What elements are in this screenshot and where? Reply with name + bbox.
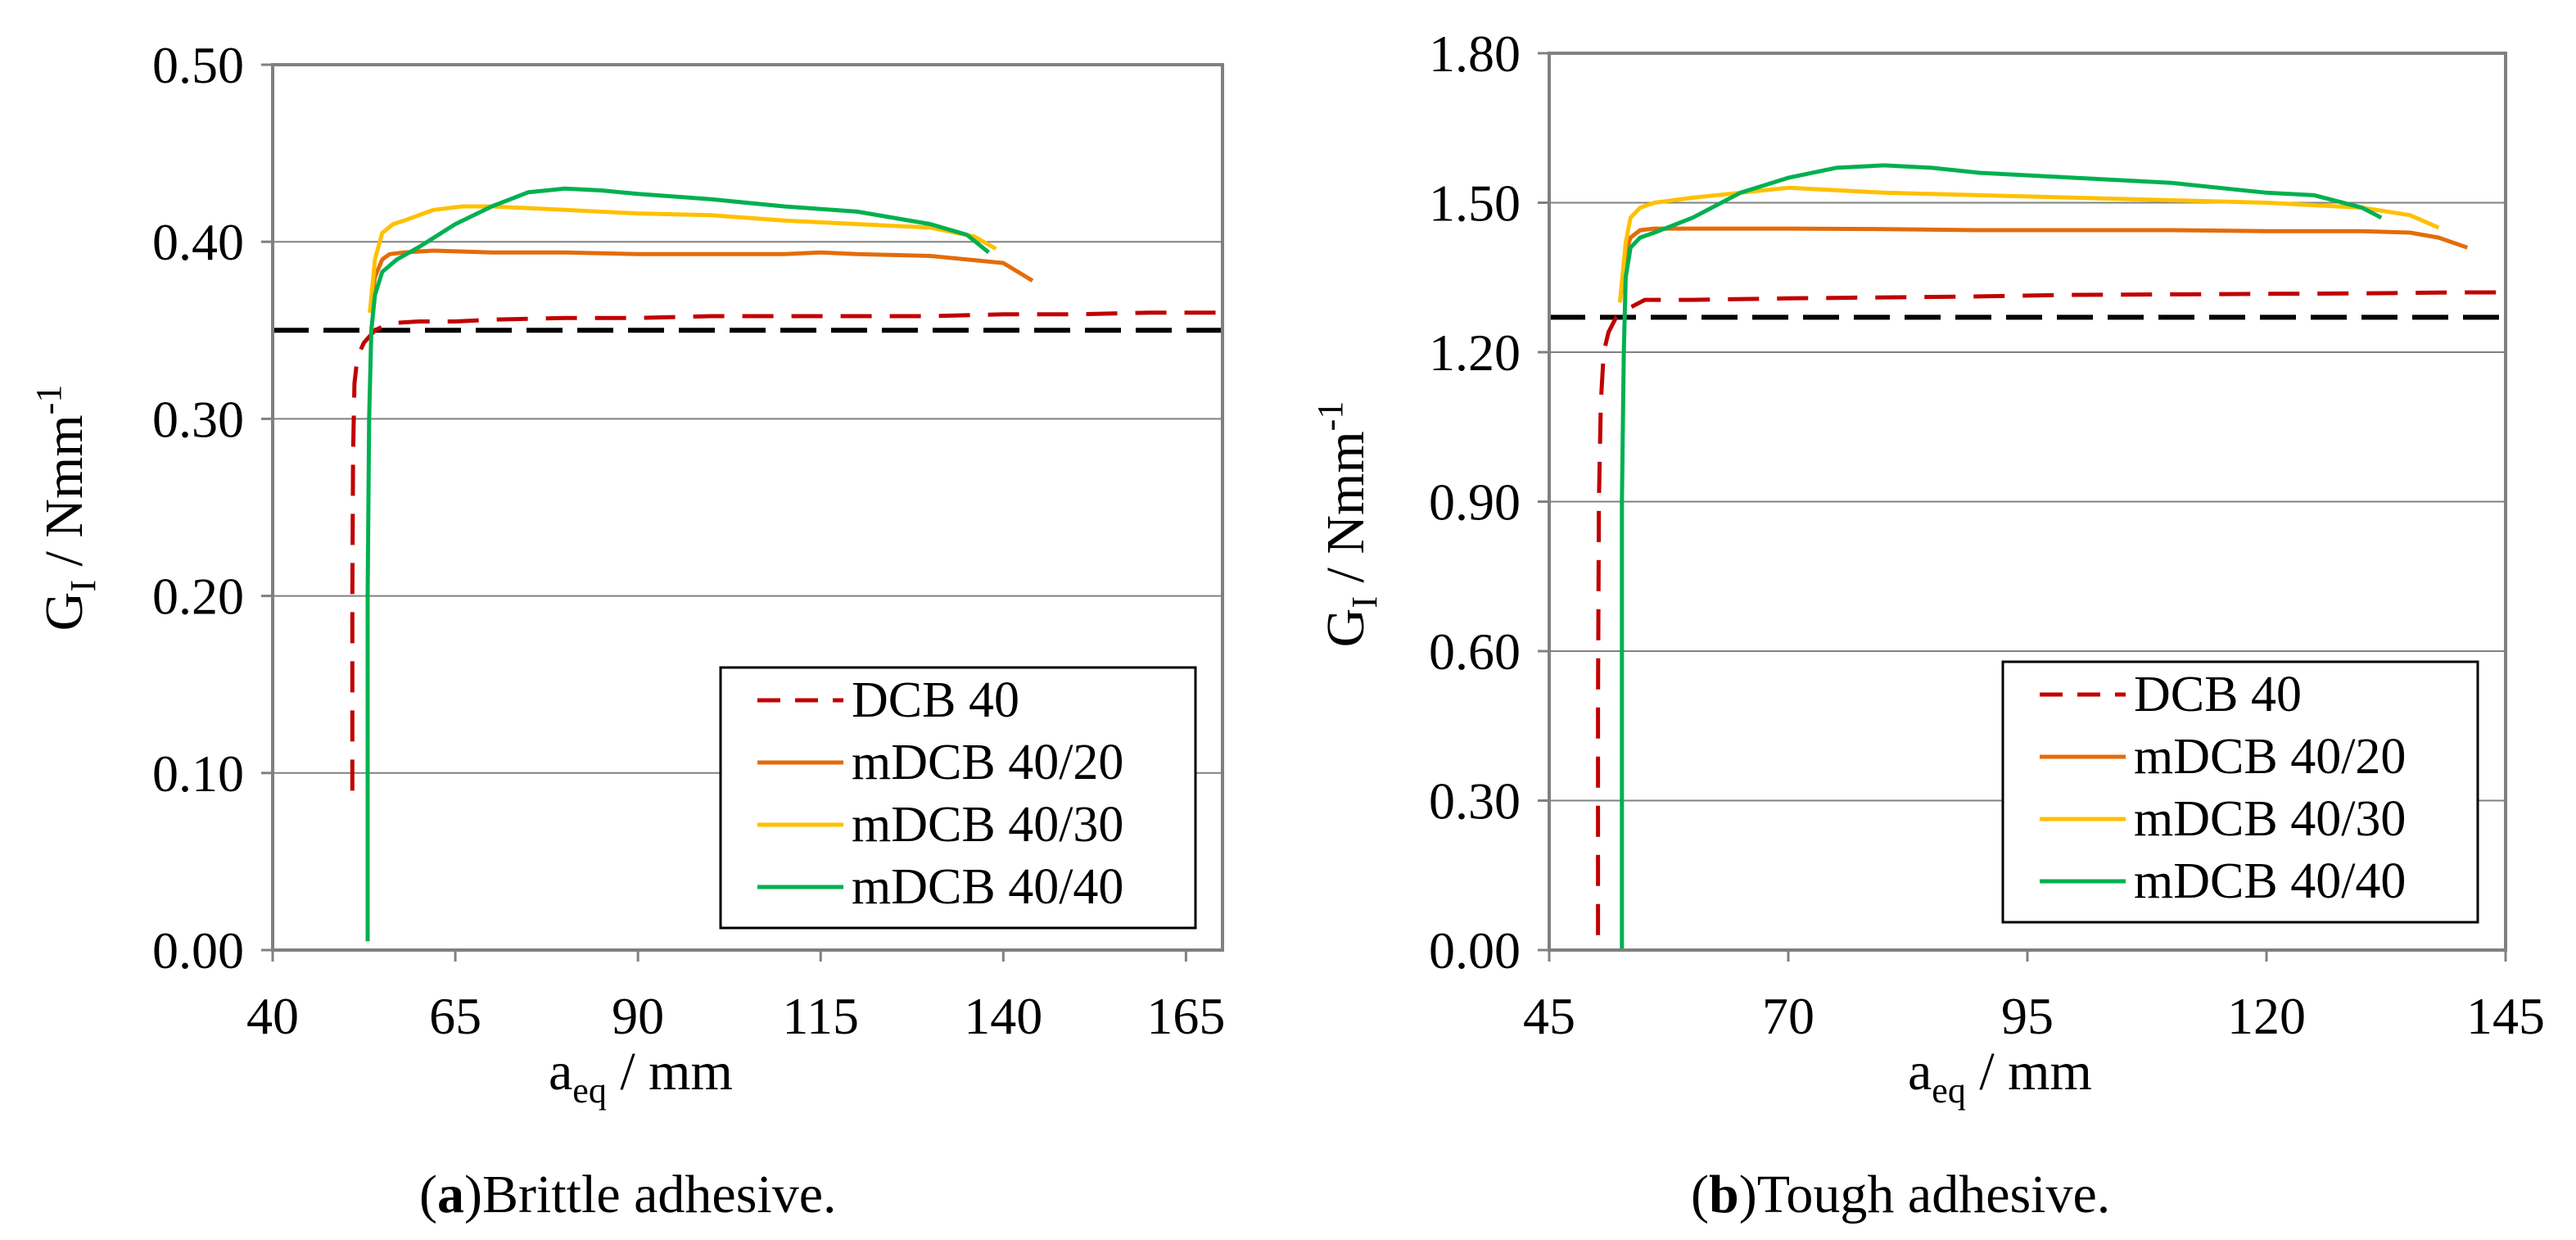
legend: DCB 40 mDCB 40/20 mDCB 40/30 mDCB 40/40 <box>719 666 1197 930</box>
y-tick-label: 0.40 <box>152 213 244 271</box>
y-tick-label: 0.90 <box>1429 473 1521 532</box>
series-line-mdcb30 <box>1617 185 2440 303</box>
y-tick-label: 0.00 <box>1429 921 1521 980</box>
plot-frame <box>271 63 1224 952</box>
x-tick-label: 40 <box>246 987 299 1045</box>
series-line-mdcb30 <box>368 204 997 313</box>
caption-paren-close: ) <box>464 1165 482 1224</box>
legend-label-mdcb20: mDCB 40/20 <box>852 735 1123 790</box>
chart-panel-a: 0.00 0.10 0.20 0.30 0.40 0.50 40 65 90 115 140 165… <box>0 0 1290 1240</box>
y-tick-label: 0.10 <box>152 744 244 803</box>
series-line-mdcb40 <box>1620 163 2383 950</box>
x-tick-label: 140 <box>964 987 1042 1045</box>
caption-letter: a <box>437 1165 464 1224</box>
chart-panel-b: 0.00 0.30 0.60 0.90 1.20 1.50 1.80 45 70 95 120 14… <box>1310 25 2545 1224</box>
y-axis-label-unit: / Nmm <box>34 414 94 580</box>
y-tick-label: 1.50 <box>1429 174 1521 233</box>
x-axis-label-unit: / mm <box>607 1042 733 1102</box>
legend-items: DCB 40 mDCB 40/20 mDCB 40/30 mDCB 40/40 <box>2040 667 2406 909</box>
y-tick-label: 0.50 <box>152 36 244 94</box>
y-axis-label-unit: / Nmm <box>1316 431 1376 596</box>
panel-background <box>0 0 1290 1240</box>
caption: (a)Brittle adhesive. <box>419 1165 837 1224</box>
caption-paren-close: ) <box>1739 1165 1757 1224</box>
y-tick-labels: 0.00 0.10 0.20 0.30 0.40 0.50 <box>152 36 273 980</box>
legend-label-mdcb30: mDCB 40/30 <box>852 797 1123 853</box>
caption-text: Brittle adhesive. <box>482 1165 837 1224</box>
y-axis-label-main: G <box>34 592 94 631</box>
y-axis-label-main: G <box>1316 609 1376 648</box>
x-tick-label: 95 <box>2001 987 2054 1045</box>
y-axis-label: GI / Nmm-1 <box>1310 401 1385 648</box>
caption: (b)Tough adhesive. <box>1691 1165 2110 1224</box>
data-layer <box>1549 163 2506 950</box>
y-axis-label-sub: I <box>1344 596 1385 609</box>
legend-box <box>719 666 1197 930</box>
legend: DCB 40 mDCB 40/20 mDCB 40/30 mDCB 40/40 <box>2001 660 2479 924</box>
x-axis-label: aeq / mm <box>1908 1042 2092 1111</box>
x-axis-label-main: a <box>549 1042 572 1102</box>
x-tick-labels: 45 70 95 120 145 <box>1523 950 2545 1045</box>
legend-label-dcb: DCB 40 <box>2134 667 2302 722</box>
series-line-dcb <box>1596 290 2506 935</box>
x-axis-label-unit: / mm <box>1966 1042 2092 1102</box>
legend-label-mdcb40: mDCB 40/40 <box>2134 853 2406 909</box>
x-tick-label: 45 <box>1523 987 1575 1045</box>
caption-paren-open: ( <box>419 1165 437 1224</box>
series-line-mdcb40 <box>365 186 991 942</box>
legend-label-dcb: DCB 40 <box>852 672 1019 728</box>
legend-label-mdcb40: mDCB 40/40 <box>852 859 1123 915</box>
x-axis-label-main: a <box>1908 1042 1932 1102</box>
x-tick-labels: 40 65 90 115 140 165 <box>246 950 1225 1045</box>
series-line-mdcb20 <box>1617 226 2469 303</box>
y-tick-label: 1.20 <box>1429 324 1521 382</box>
legend-box <box>2001 660 2479 924</box>
caption-letter: b <box>1709 1165 1739 1224</box>
caption-text: Tough adhesive. <box>1757 1165 2111 1224</box>
x-axis-label: aeq / mm <box>549 1042 733 1111</box>
legend-label-mdcb20: mDCB 40/20 <box>2134 729 2406 785</box>
y-tick-label: 1.80 <box>1429 25 1521 83</box>
y-tick-label: 0.00 <box>152 921 244 980</box>
series-line-mdcb20 <box>368 248 1034 314</box>
x-axis-label-sub: eq <box>572 1070 607 1111</box>
caption-paren-open: ( <box>1691 1165 1709 1224</box>
y-tick-labels: 0.00 0.30 0.60 0.90 1.20 1.50 1.80 <box>1429 25 1549 980</box>
y-axis-label-sup: -1 <box>1310 401 1350 432</box>
data-layer <box>273 186 1222 942</box>
y-tick-label: 0.30 <box>152 390 244 448</box>
x-tick-label: 65 <box>429 987 481 1045</box>
x-tick-label: 115 <box>782 987 859 1045</box>
y-axis-label-sub: I <box>63 580 103 592</box>
y-axis-label: GI / Nmm-1 <box>29 385 103 631</box>
y-axis-label-sup: -1 <box>29 385 69 415</box>
y-tick-label: 0.60 <box>1429 622 1521 681</box>
legend-label-mdcb30: mDCB 40/30 <box>2134 791 2406 847</box>
y-tick-label: 0.30 <box>1429 772 1521 830</box>
y-tick-label: 0.20 <box>152 568 244 626</box>
x-tick-label: 90 <box>612 987 664 1045</box>
x-tick-label: 70 <box>1762 987 1814 1045</box>
legend-items: DCB 40 mDCB 40/20 mDCB 40/30 mDCB 40/40 <box>757 672 1123 915</box>
x-tick-label: 165 <box>1146 987 1225 1045</box>
series-line-dcb <box>350 310 1222 791</box>
x-tick-label: 145 <box>2466 987 2545 1045</box>
x-axis-label-sub: eq <box>1932 1070 1966 1111</box>
x-tick-label: 120 <box>2227 987 2306 1045</box>
